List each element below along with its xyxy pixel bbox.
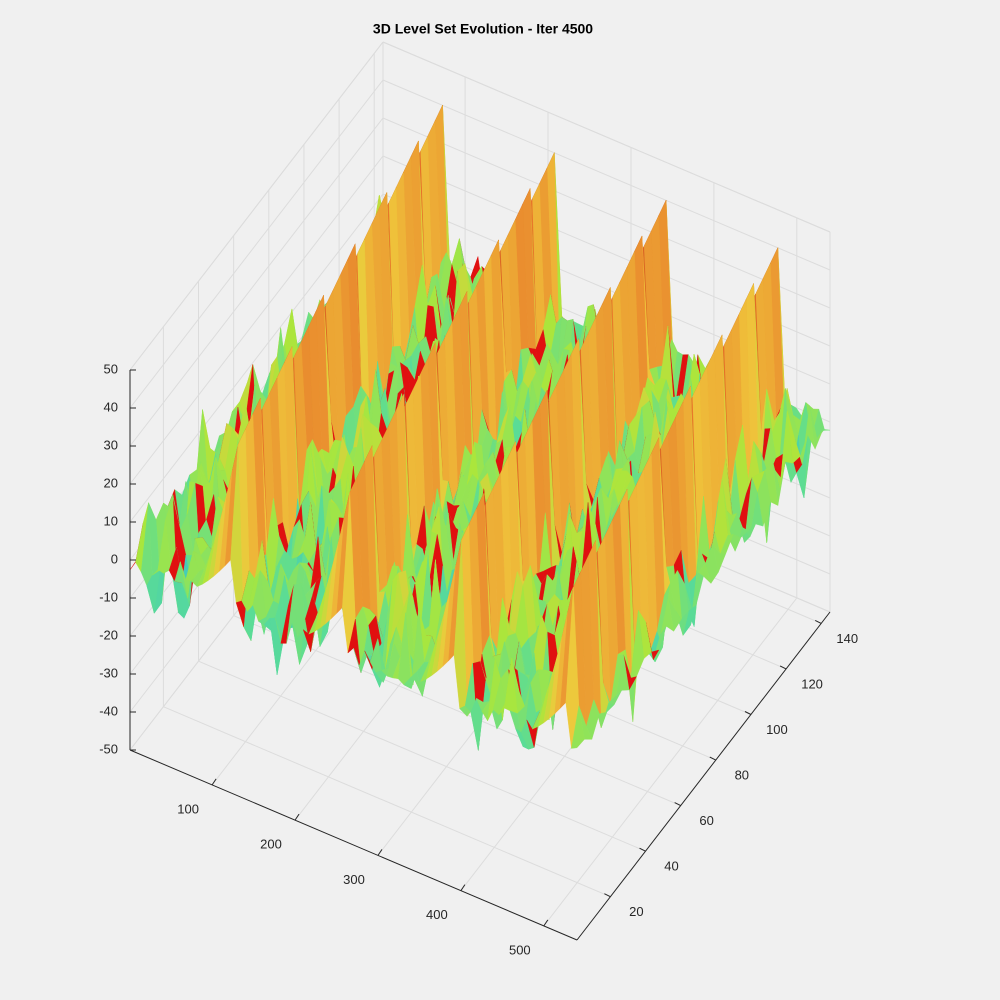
y-tick-label: 80 [735, 767, 749, 782]
grid-line [129, 155, 384, 485]
y-tick [779, 665, 787, 670]
y-tick-label: 140 [836, 631, 858, 646]
chart-title: 3D Level Set Evolution - Iter 4500 [373, 21, 593, 37]
z-tick-label: 10 [104, 513, 118, 528]
surface-patch [571, 705, 585, 749]
z-tick-label: 0 [111, 551, 118, 566]
x-tick-label: 100 [177, 801, 199, 816]
x-tick-label: 500 [509, 942, 531, 957]
y-tick [639, 847, 646, 852]
grid-line [233, 615, 681, 807]
z-tick-label: 40 [104, 399, 118, 414]
grid-line [129, 117, 384, 447]
y-tick-label: 20 [629, 904, 643, 919]
x-tick-label: 200 [260, 837, 282, 852]
z-tick-label: -50 [99, 741, 118, 756]
grid-line [382, 117, 831, 309]
grid-line [129, 79, 384, 409]
x-tick [377, 849, 383, 856]
y-tick-label: 60 [699, 813, 713, 828]
x-tick [460, 884, 466, 891]
z-tick-label: -10 [99, 589, 118, 604]
y-tick-label: 100 [766, 722, 788, 737]
z-tick-label: -30 [99, 665, 118, 680]
grid-line [163, 706, 611, 898]
z-tick-label: -40 [99, 703, 118, 718]
surface [129, 105, 831, 751]
y-tick [744, 711, 752, 715]
box-edge [129, 41, 384, 371]
grid-line [198, 660, 646, 852]
x-tick-label: 300 [343, 872, 365, 887]
z-tick-label: 20 [104, 475, 118, 490]
box-edge [382, 41, 831, 233]
z-tick-label: 30 [104, 437, 118, 452]
y-tick [674, 802, 681, 807]
grid-line [129, 193, 384, 523]
grid-line [543, 597, 798, 927]
y-tick-label: 120 [801, 676, 823, 691]
grid-line [382, 79, 831, 271]
x-tick [211, 778, 217, 786]
x-tick [294, 813, 300, 821]
y-tick-label: 40 [664, 859, 678, 874]
x-tick-label: 400 [426, 907, 448, 922]
x-tick [543, 919, 549, 927]
y-tick [709, 756, 717, 761]
y-tick [604, 893, 611, 898]
z-tick-label: 50 [104, 361, 118, 376]
y-axis [576, 611, 831, 941]
z-tick-label: -20 [99, 627, 118, 642]
x-axis [129, 749, 578, 941]
y-tick [814, 619, 822, 624]
